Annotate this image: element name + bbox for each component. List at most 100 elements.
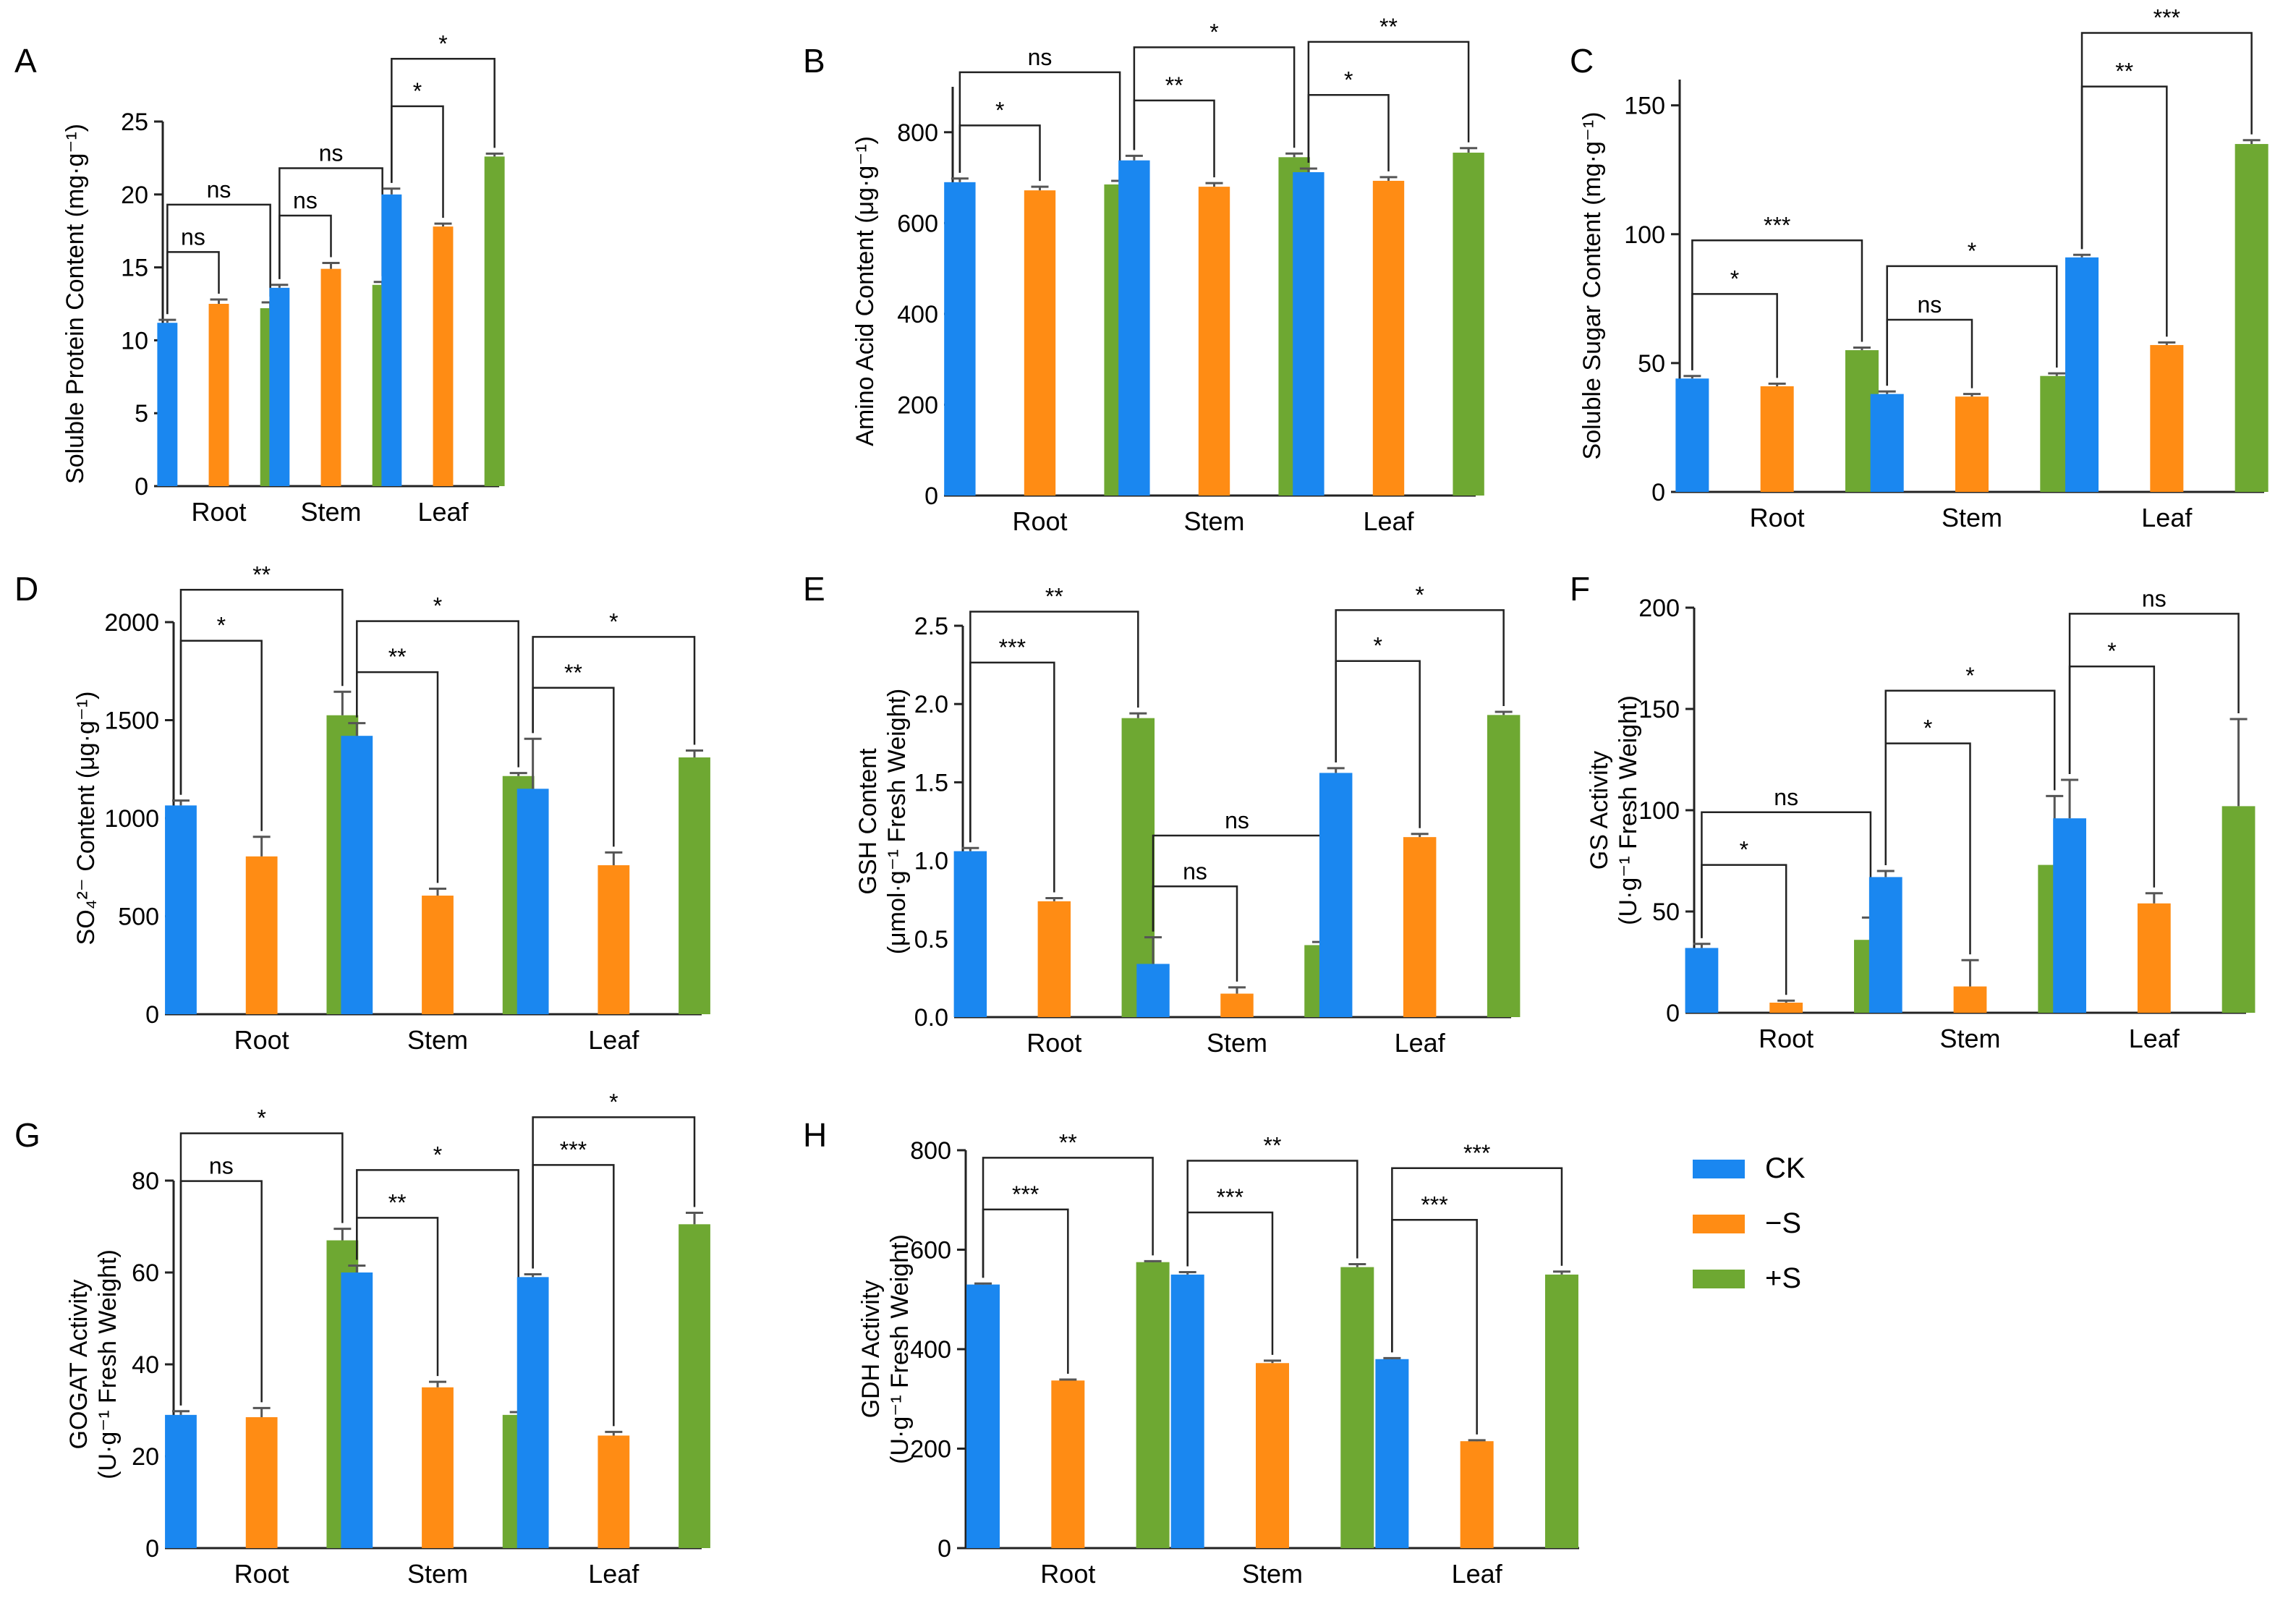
y-axis-label-units: (μmol·g⁻¹ Fresh Weight) [883,689,911,955]
chart-panel-c: C 0 50 100 150 Soluble Sugar Content (mg·g⁻¹)… [1570,5,2269,532]
y-tick-label: 50 [1652,898,1680,926]
significance-bracket [1884,689,2056,865]
y-tick-label: 1.0 [914,848,948,875]
significance-bracket [1335,609,1505,762]
bar [516,1277,549,1548]
x-tick-label: Leaf [1395,1028,1446,1058]
significance-label: * [995,97,1004,123]
significance-label: * [1740,837,1748,863]
y-tick-label: 150 [1624,93,1665,120]
chart-panel-b: B 0 200 400 600 800 Amino Acid Content (μg·g⁻¹… [803,14,1484,536]
legend-swatch-ck [1693,1160,1745,1178]
bar [1340,1267,1374,1548]
panel-letter: D [14,570,38,608]
x-tick-label: Root [1026,1028,1081,1058]
y-tick-label: 500 [118,904,159,931]
bar [1870,394,1904,492]
panel-letter: E [803,570,825,608]
significance-label: ** [1045,584,1063,610]
significance-bracket [958,124,1041,182]
bar [1256,1363,1289,1548]
bar [245,856,278,1014]
bar [157,323,178,486]
significance-label: * [1415,582,1424,608]
y-tick-label: 2.5 [914,613,948,640]
significance-label: ** [1379,14,1398,40]
bar [2053,818,2086,1013]
y-tick-label: 1500 [104,707,159,735]
x-tick-label: Stem [1183,506,1244,536]
significance-label: ns [1028,44,1053,70]
bar [269,287,290,486]
y-tick-label: 0 [924,483,938,510]
bar [1293,172,1325,496]
legend-label-ck: CK [1765,1152,1806,1184]
y-tick-label: 100 [1624,221,1665,249]
significance-label: *** [1764,212,1790,238]
y-tick-label: 0 [1651,479,1665,506]
significance-label: * [413,78,422,104]
y-axis-label: Amino Acid Content (μg·g⁻¹) [851,136,879,446]
significance-bracket [982,1157,1154,1278]
bar [320,268,341,486]
y-axis-label: GSH Content [854,748,882,895]
y-tick-label: 60 [132,1259,159,1287]
x-tick-label: Leaf [2129,1024,2180,1053]
panel-letter: A [14,42,37,80]
bar [1136,964,1170,1017]
bar [484,156,505,486]
bar [1170,1274,1204,1548]
significance-label: ns [293,187,318,213]
panel-letter: B [803,42,825,80]
x-tick-label: Leaf [588,1025,639,1055]
bar [1198,187,1230,496]
significance-bracket [1691,293,1778,378]
y-tick-label: 20 [132,1443,159,1471]
bar [165,1414,197,1548]
y-tick-label: 20 [121,182,148,209]
y-tick-label: 25 [121,109,148,136]
bar [944,182,976,496]
x-tick-label: Root [1040,1559,1095,1589]
bar [2150,344,2184,492]
x-tick-label: Root [1750,503,1805,532]
y-tick-label: 0 [145,1535,159,1563]
bar [341,736,373,1014]
x-tick-label: Leaf [2141,503,2193,532]
y-tick-label: 600 [910,1237,951,1265]
significance-label: ns [2142,585,2167,611]
significance-bracket [1133,46,1296,150]
y-tick-label: 0 [1666,1000,1680,1027]
bar [1372,180,1405,496]
y-tick-label: 600 [897,210,938,237]
x-tick-label: Stem [1939,1024,2000,1053]
significance-label: * [1209,19,1218,45]
significance-label: * [433,593,442,619]
bar [433,226,454,486]
y-axis-label: GDH Activity [857,1280,885,1419]
significance-bracket [1307,94,1390,171]
x-tick-label: Leaf [588,1559,639,1589]
significance-label: *** [999,634,1026,660]
y-tick-label: 200 [910,1436,951,1463]
legend-swatch-minus-s [1693,1215,1745,1233]
significance-label: *** [560,1136,587,1163]
significance-label: ** [1165,72,1183,98]
bar [1868,877,1902,1013]
bar [1769,1003,1803,1013]
significance-bracket [179,589,344,795]
significance-label: * [438,30,447,56]
bar [208,304,229,486]
bar [1460,1441,1494,1548]
significance-bracket [391,58,496,183]
bar [1037,901,1071,1017]
bar [1403,837,1437,1017]
y-tick-label: 0.5 [914,926,948,953]
bar [1220,993,1254,1017]
significance-label: *** [1463,1140,1490,1166]
y-axis-label: GOGAT Activity [65,1280,93,1450]
significance-label: ns [181,224,205,250]
y-tick-label: 200 [897,391,938,419]
significance-label: ** [2115,59,2133,85]
bar [1487,715,1521,1017]
